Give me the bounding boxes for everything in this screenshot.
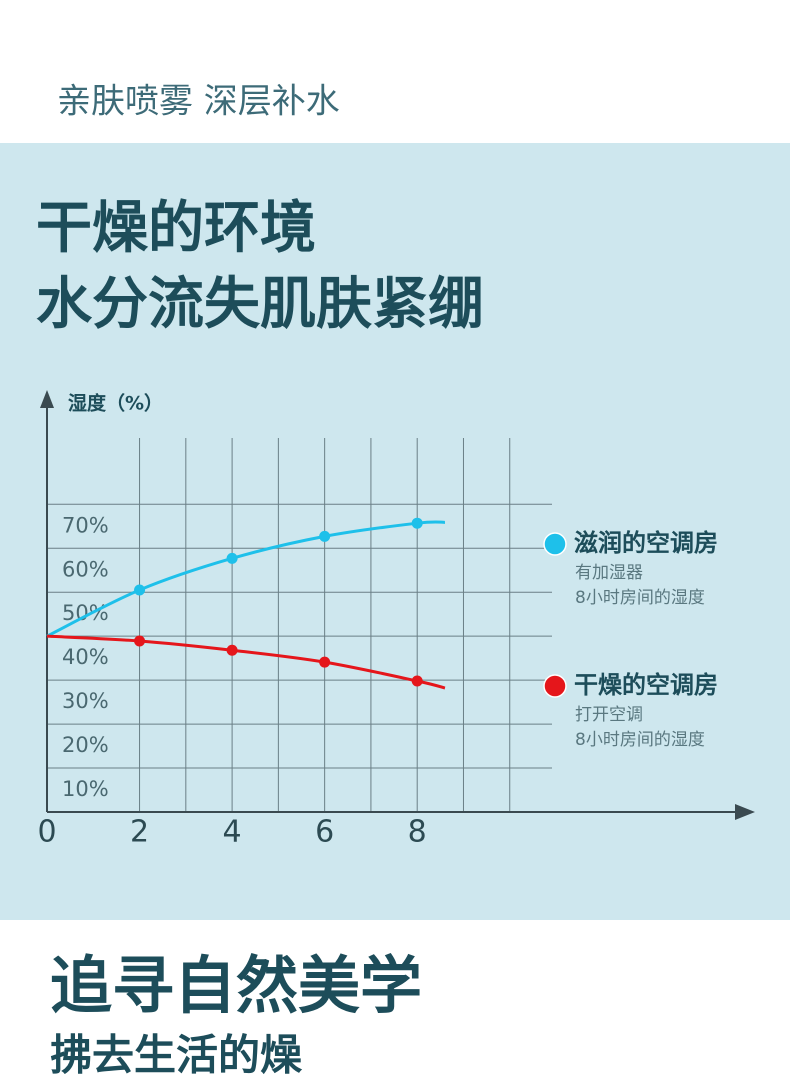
legend-label: 滋润的空调房 [574,529,718,557]
footer-title: 追寻自然美学 [50,949,422,1022]
data-point [411,675,423,687]
x-axis-arrow [735,804,755,820]
y-tick-label: 70% [62,513,109,537]
y-tick-label: 30% [62,689,109,713]
y-axis-arrow [40,390,54,408]
y-tick-label: 50% [62,601,109,625]
headline: 干燥的环境 [36,196,316,261]
x-tick-label: 0 [37,815,56,850]
legend-marker [543,532,567,556]
y-tick-label: 60% [62,557,109,581]
data-point [134,584,146,596]
legend-note: 有加湿器 [575,563,643,583]
y-tick-label: 40% [62,645,109,669]
data-point [411,517,423,529]
data-point [226,644,238,656]
legend-note: 8小时房间的湿度 [575,588,705,608]
footer-subtitle: 拂去生活的燥 [50,1031,303,1080]
legend-note: 8小时房间的湿度 [575,730,705,750]
data-point [319,530,331,542]
legend-marker [543,674,567,698]
headline: 水分流失肌肤紧绷 [36,272,484,337]
y-tick-label: 10% [62,777,109,801]
y-axis-label: 湿度（%） [68,392,163,415]
data-point [134,635,146,647]
data-point [226,552,238,564]
x-tick-label: 4 [223,815,242,850]
legend-label: 干燥的空调房 [574,671,718,699]
y-tick-label: 20% [62,733,109,757]
panel [0,143,790,920]
x-tick-label: 8 [408,815,427,850]
data-point [319,656,331,668]
subtitle: 亲肤喷雾 深层补水 [57,82,340,122]
x-tick-label: 6 [315,815,334,850]
x-tick-label: 2 [130,815,149,850]
legend-note: 打开空调 [575,705,643,725]
